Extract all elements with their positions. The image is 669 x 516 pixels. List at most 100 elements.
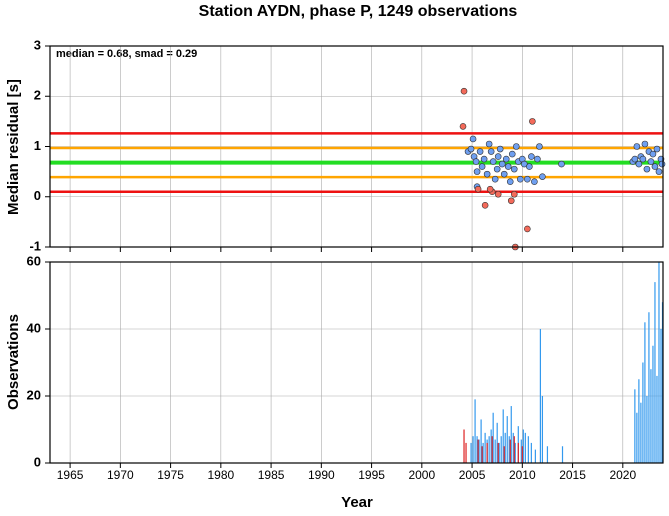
bar (650, 369, 652, 463)
point (467, 145, 475, 153)
plot-frame (49, 45, 664, 248)
point (496, 145, 504, 153)
point (460, 87, 468, 95)
bar (652, 345, 654, 463)
bar (478, 439, 480, 463)
bar (496, 422, 498, 463)
bar (520, 439, 522, 463)
bar (490, 429, 492, 463)
bar (508, 436, 510, 463)
y-tick-label: 0 (34, 188, 41, 203)
bar (512, 432, 514, 463)
point (510, 165, 518, 173)
bar (488, 436, 490, 463)
bar (480, 419, 482, 463)
bar (470, 442, 472, 463)
point (476, 148, 484, 155)
bar (521, 446, 523, 463)
point (524, 225, 531, 233)
x-tick-label: 1995 (358, 468, 385, 482)
point (486, 185, 494, 193)
bar (497, 442, 499, 463)
bar (474, 399, 476, 463)
point (639, 155, 647, 163)
x-tick-label: 1990 (308, 468, 335, 482)
point (531, 178, 538, 185)
x-tick-label: 1985 (258, 468, 285, 482)
point (474, 185, 482, 193)
point (481, 201, 489, 209)
x-tick-label: 1980 (207, 468, 234, 482)
point (494, 190, 502, 198)
bar (656, 375, 658, 463)
bar (644, 322, 646, 463)
point (558, 160, 565, 168)
bar (503, 446, 505, 463)
bar (498, 442, 500, 463)
point (517, 175, 524, 183)
bar (481, 446, 483, 463)
bar (654, 282, 656, 463)
bar (477, 439, 479, 463)
chart-title: Station AYDN, phase P, 1249 observations (199, 3, 518, 20)
bar (646, 396, 648, 463)
point (536, 143, 543, 150)
point (633, 143, 641, 150)
bar (541, 396, 544, 463)
bar (492, 412, 494, 463)
point (647, 158, 655, 165)
x-tick-label: 2015 (559, 468, 586, 482)
bar (534, 449, 536, 463)
bar (500, 436, 502, 463)
y-tick-label: 1 (34, 138, 41, 153)
bar (634, 389, 636, 463)
point (635, 160, 643, 168)
bar (502, 409, 504, 463)
bar (530, 442, 532, 463)
point (539, 173, 546, 180)
y-tick-label: 2 (34, 88, 41, 103)
bar (658, 262, 660, 463)
y-tick-label: 60 (27, 253, 41, 268)
y-tick-label: 3 (34, 37, 41, 52)
bar (660, 329, 662, 463)
y-tick-label: -1 (29, 238, 41, 253)
point (658, 160, 666, 168)
point (493, 165, 501, 173)
point (526, 163, 533, 170)
point (649, 150, 657, 158)
bar (638, 379, 640, 463)
bar (486, 442, 488, 463)
bar (484, 432, 486, 463)
bar (504, 432, 506, 463)
bar (509, 439, 511, 463)
point (641, 140, 649, 148)
bar (527, 436, 529, 463)
point (500, 170, 508, 178)
bar (636, 412, 638, 463)
bar (539, 329, 541, 463)
point (504, 163, 512, 170)
point (524, 175, 531, 183)
bar (648, 312, 650, 463)
y-axis-label: Median residual [s] (5, 79, 22, 215)
point (478, 163, 486, 170)
bar (465, 442, 467, 463)
x-tick-label: 1975 (157, 468, 184, 482)
point (507, 197, 515, 205)
point (487, 148, 495, 155)
bar (494, 439, 496, 463)
bar (482, 442, 484, 463)
bar (463, 429, 465, 463)
point (459, 123, 467, 130)
x-tick-label: 2000 (408, 468, 435, 482)
bar (476, 436, 478, 463)
point (534, 155, 541, 163)
bar (506, 416, 508, 463)
point (643, 165, 651, 173)
x-tick-label: 2005 (459, 468, 486, 482)
bar (546, 446, 549, 463)
bar (517, 442, 519, 463)
x-tick-label: 1970 (107, 468, 134, 482)
